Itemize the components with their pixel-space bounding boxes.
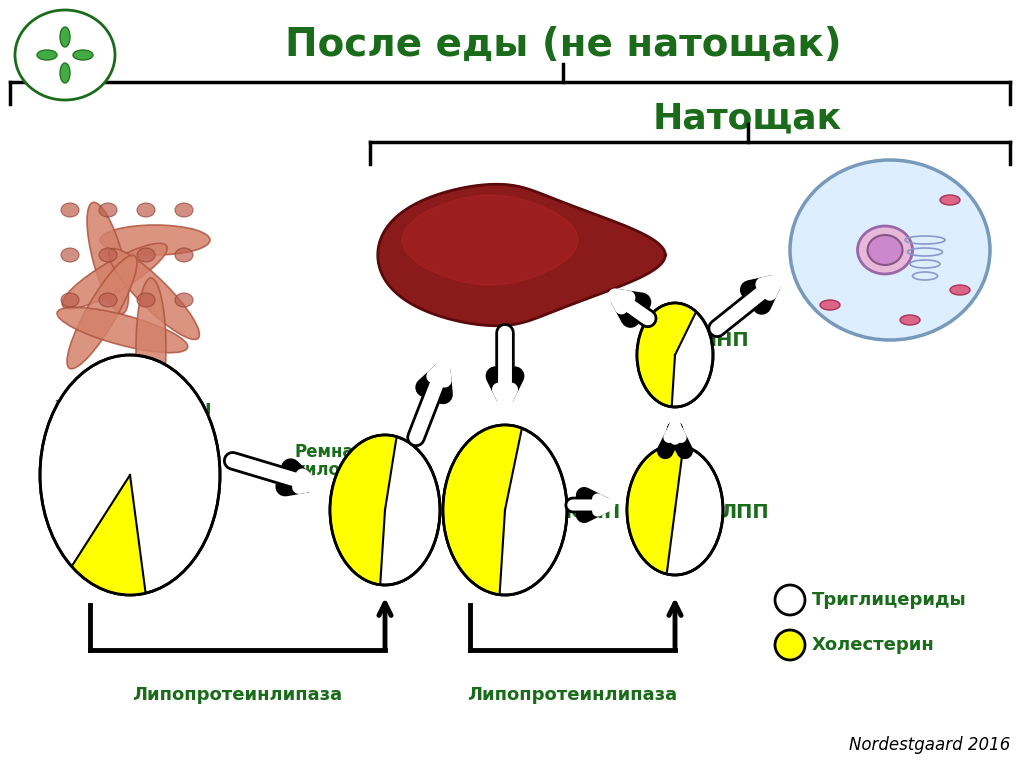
Text: Nordestgaard 2016: Nordestgaard 2016	[849, 736, 1010, 754]
Polygon shape	[443, 425, 522, 594]
Text: ЛПП: ЛПП	[720, 502, 769, 522]
Ellipse shape	[61, 248, 79, 262]
Ellipse shape	[175, 293, 193, 307]
Ellipse shape	[136, 278, 166, 418]
Ellipse shape	[820, 300, 840, 310]
Ellipse shape	[100, 225, 210, 255]
Text: После еды (не натощак): После еды (не натощак)	[285, 26, 842, 64]
Ellipse shape	[37, 50, 57, 60]
Ellipse shape	[137, 293, 155, 307]
Polygon shape	[72, 475, 145, 595]
Ellipse shape	[99, 293, 117, 307]
Ellipse shape	[57, 308, 187, 353]
Text: Липопротеинлипаза: Липопротеинлипаза	[132, 686, 342, 704]
Ellipse shape	[637, 303, 713, 407]
Ellipse shape	[175, 248, 193, 262]
Ellipse shape	[109, 249, 200, 340]
Ellipse shape	[900, 315, 920, 325]
Ellipse shape	[950, 285, 970, 295]
Ellipse shape	[330, 435, 440, 585]
Ellipse shape	[137, 248, 155, 262]
Text: Холестерин: Холестерин	[812, 636, 935, 654]
Ellipse shape	[99, 203, 117, 217]
Polygon shape	[330, 435, 396, 584]
Ellipse shape	[61, 293, 79, 307]
Text: Триглицериды: Триглицериды	[812, 591, 967, 609]
Ellipse shape	[627, 445, 723, 575]
Polygon shape	[378, 184, 666, 326]
Ellipse shape	[60, 27, 70, 47]
Text: ЛОНП: ЛОНП	[555, 502, 621, 522]
Ellipse shape	[60, 63, 70, 83]
Ellipse shape	[67, 255, 137, 369]
Ellipse shape	[87, 202, 129, 314]
Ellipse shape	[62, 243, 167, 308]
Polygon shape	[627, 445, 683, 574]
Text: Хиломикроны: Хиломикроны	[55, 399, 213, 417]
Ellipse shape	[175, 203, 193, 217]
Ellipse shape	[40, 355, 220, 595]
Ellipse shape	[137, 203, 155, 217]
Text: Натощак: Натощак	[653, 101, 842, 135]
Ellipse shape	[443, 425, 567, 595]
Ellipse shape	[99, 248, 117, 262]
Text: Ремнанты: Ремнанты	[295, 443, 390, 461]
Ellipse shape	[775, 630, 805, 660]
Polygon shape	[402, 195, 578, 285]
Ellipse shape	[940, 195, 961, 205]
Polygon shape	[637, 303, 696, 407]
Ellipse shape	[790, 160, 990, 340]
Text: хиломикронов: хиломикронов	[295, 461, 434, 479]
Ellipse shape	[15, 10, 115, 100]
Ellipse shape	[73, 50, 93, 60]
Text: ЛНП: ЛНП	[700, 331, 749, 350]
Text: Липопротеинлипаза: Липопротеинлипаза	[467, 686, 677, 704]
Ellipse shape	[867, 235, 902, 265]
Ellipse shape	[775, 585, 805, 615]
Ellipse shape	[61, 203, 79, 217]
Ellipse shape	[857, 226, 912, 274]
